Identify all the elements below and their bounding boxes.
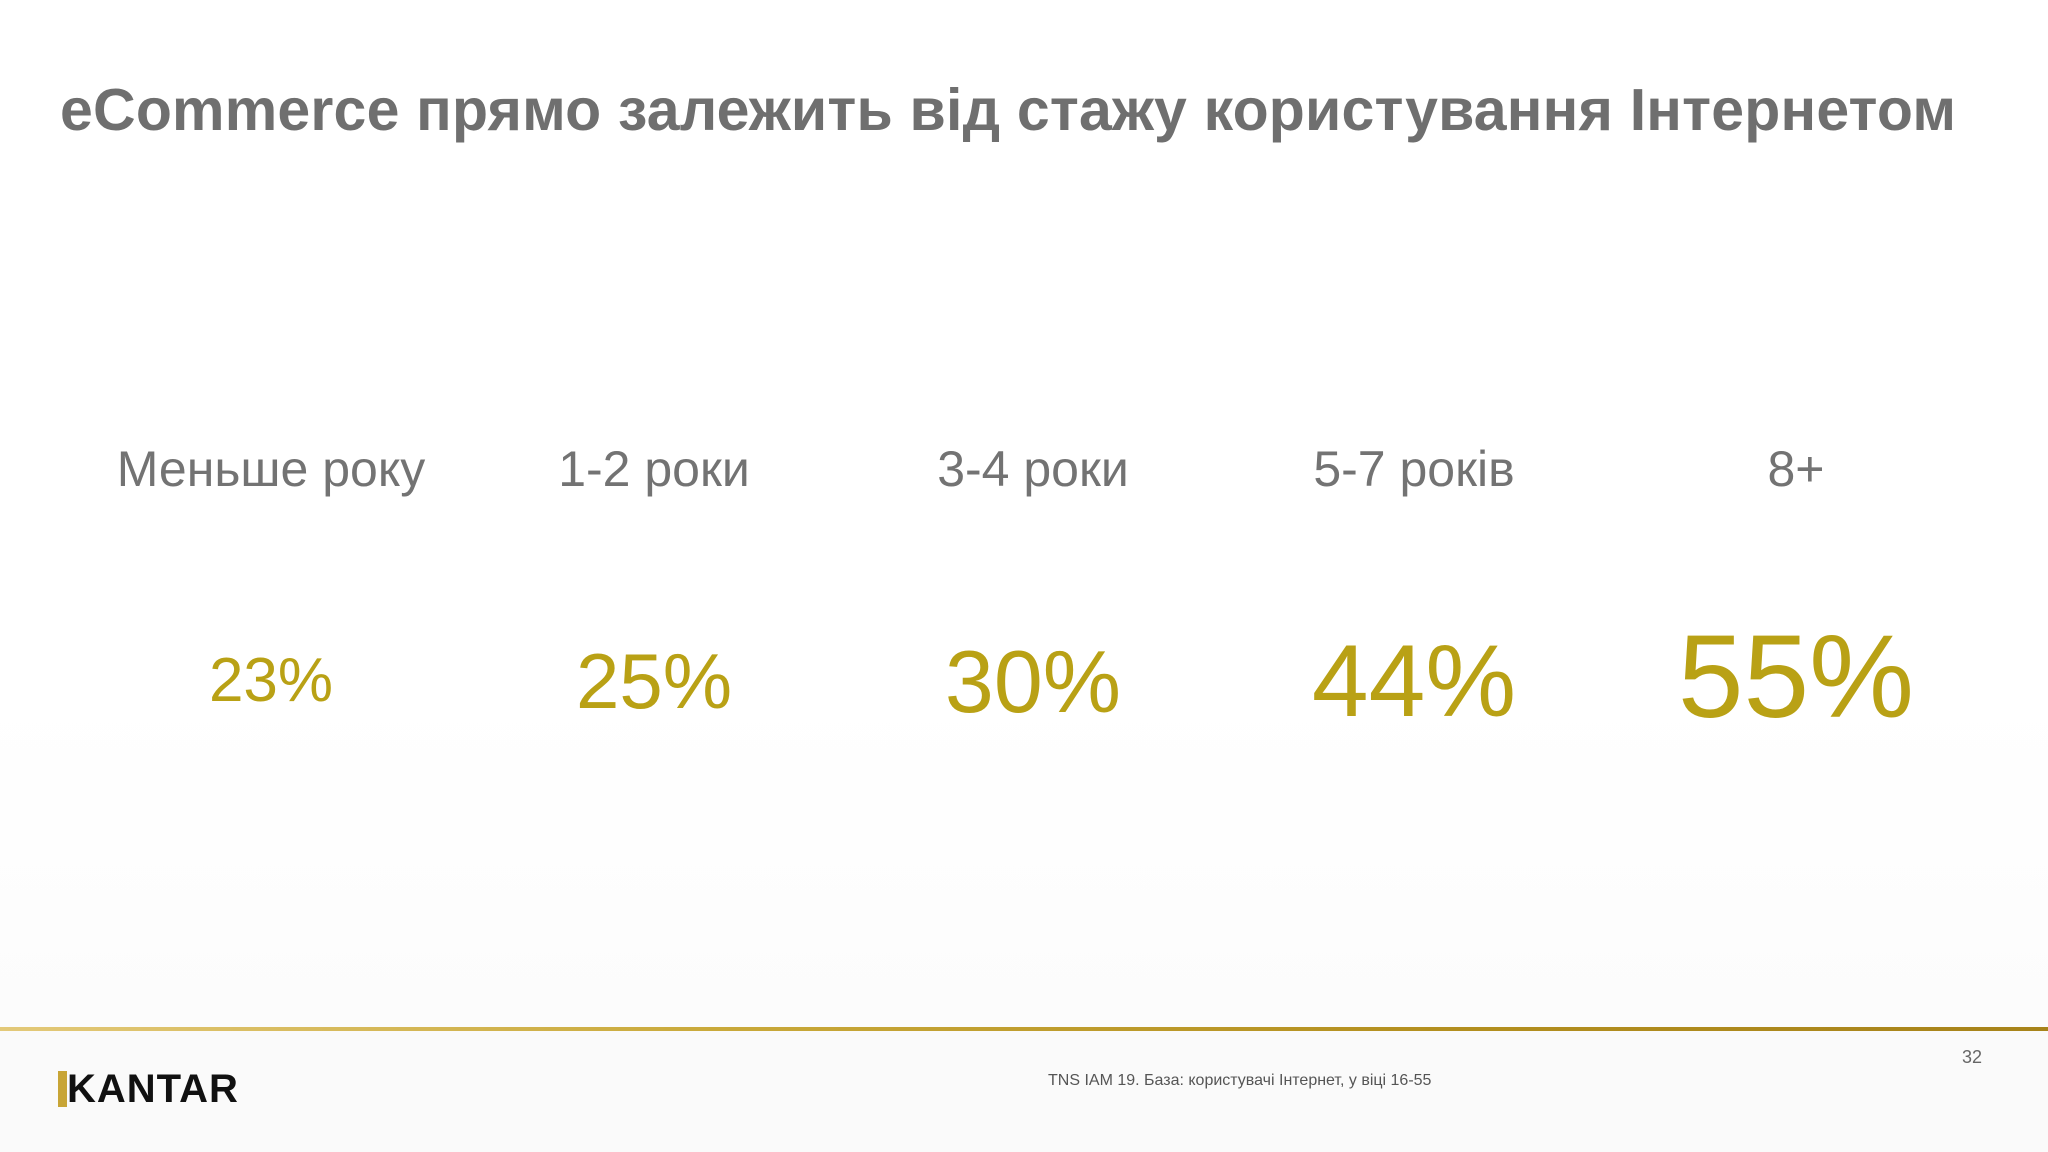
category-label: Меньше року <box>116 441 426 497</box>
slide-title: eCommerce прямо залежить від стажу корис… <box>60 77 1957 143</box>
value-label: 25% <box>575 637 733 725</box>
page-number: 32 <box>1961 1047 1982 1067</box>
stat-column: 1-2 роки 25% <box>464 0 844 1000</box>
stat-column: 5-7 років 44% <box>1224 0 1604 1000</box>
category-label: 8+ <box>1767 441 1825 497</box>
stat-column: 8+ 55% <box>1606 0 1986 1000</box>
footer <box>0 1031 2048 1152</box>
value-label: 30% <box>944 632 1122 731</box>
category-label: 5-7 років <box>1313 441 1515 497</box>
category-label: 3-4 роки <box>937 441 1129 497</box>
footer-divider <box>0 1027 2048 1031</box>
kantar-logo: KANTAR <box>58 1064 239 1114</box>
value-label: 23% <box>208 646 334 715</box>
value-label: 55% <box>1677 611 1915 743</box>
logo-text: KANTAR <box>67 1067 239 1111</box>
category-label: 1-2 роки <box>558 441 750 497</box>
value-label: 44% <box>1311 624 1517 738</box>
stat-column: 3-4 роки 30% <box>843 0 1223 1000</box>
stats-columns: Меньше року 23% 1-2 роки 25% 3-4 роки 30% 5-7 … <box>81 0 1986 1000</box>
source-note: TNS IAM 19. База: користувачі Інтернет, … <box>1048 1072 1432 1089</box>
logo-accent-bar <box>58 1071 67 1107</box>
stat-column: Меньше року 23% <box>81 0 461 1000</box>
